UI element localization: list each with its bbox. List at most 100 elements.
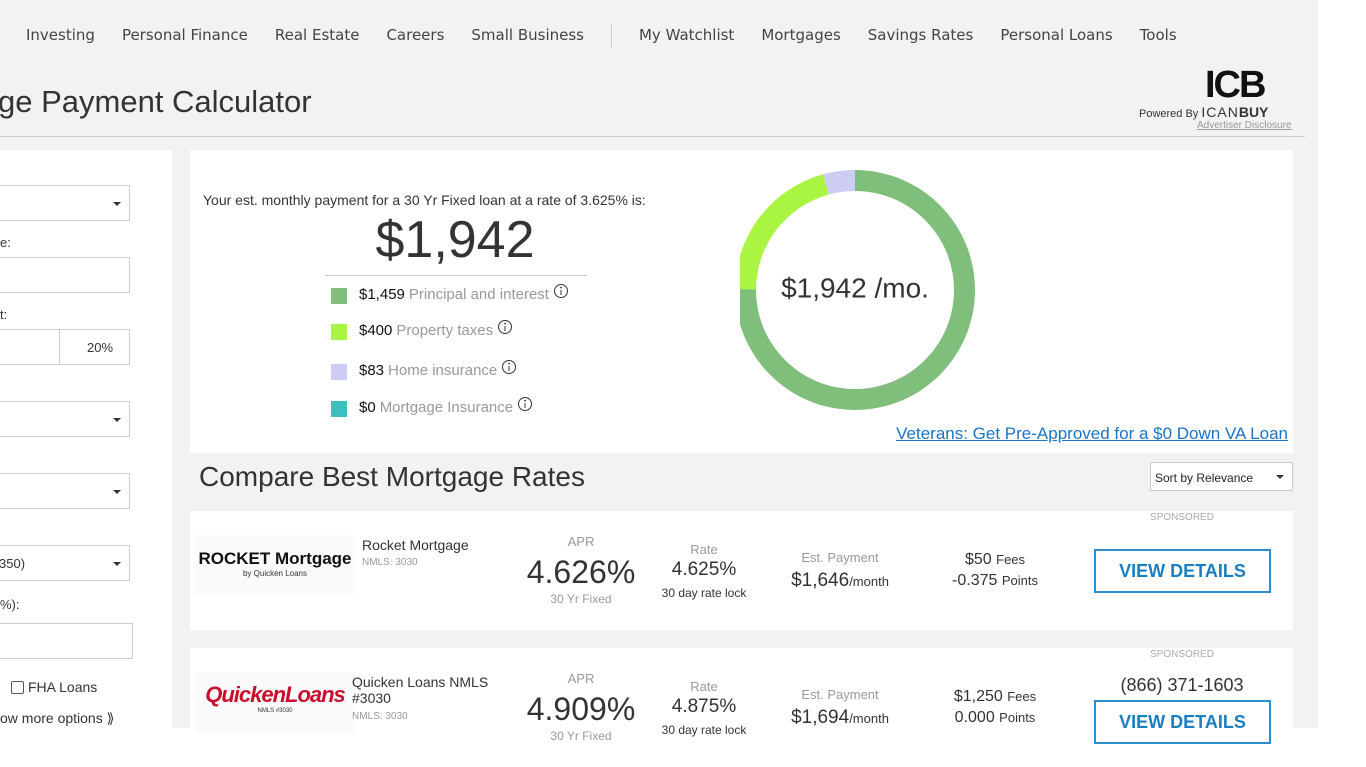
payment: $1,694/month <box>791 707 889 729</box>
nav-item[interactable]: Mortgages <box>761 26 841 44</box>
credit-value: 350) <box>0 556 26 571</box>
disclosure-link[interactable]: Advertiser Disclosure <box>1197 120 1292 131</box>
logo-sub: by Quicken Loans <box>242 569 308 578</box>
nav-item[interactable]: Real Estate <box>274 26 360 44</box>
points-unit: Points <box>999 710 1036 725</box>
logo-sub: NMLS #3030 <box>257 708 293 714</box>
apr-label: APR <box>567 671 595 686</box>
total-payment: $1,942 <box>375 211 535 269</box>
summary-intro: Your est. monthly payment for a 30 Yr Fi… <box>203 192 646 208</box>
divider <box>0 136 1305 137</box>
sponsored: SPONSORED <box>1150 512 1214 523</box>
input[interactable] <box>0 623 133 659</box>
legend-item: $1,459 Principal and interest <box>359 283 569 303</box>
nav-separator <box>610 23 612 49</box>
payment: $1,646/month <box>791 570 889 592</box>
rate-sub: 30 day rate lock <box>661 723 747 737</box>
powered-text: Powered By <box>1139 108 1199 120</box>
rate-sub: 30 day rate lock <box>661 586 747 600</box>
info-icon <box>502 359 517 374</box>
select[interactable] <box>0 401 130 437</box>
nav-item[interactable]: Careers <box>386 26 445 44</box>
info-circle <box>502 359 517 374</box>
nav-item[interactable]: Investing <box>26 26 95 44</box>
page-title: ge Payment Calculator <box>0 84 312 119</box>
payment-unit: /month <box>849 574 889 589</box>
brand: ICAN <box>1201 104 1239 120</box>
sort-select[interactable]: Sort by Relevance <box>1150 462 1293 491</box>
select[interactable]: 350) <box>0 545 130 581</box>
info-dot <box>508 362 511 364</box>
logo: ICB <box>1205 64 1266 106</box>
legend-name: Principal and interest <box>408 286 549 303</box>
fees-value: $50 <box>964 551 992 568</box>
more-options[interactable]: ow more options ⟫ <box>0 710 115 726</box>
nav-item[interactable]: Personal Finance <box>121 26 248 44</box>
legend-swatch <box>331 364 347 380</box>
input[interactable]: 20% <box>0 329 130 365</box>
donut-segment <box>823 170 855 195</box>
info-dot <box>560 286 562 288</box>
sort-label: Sort by Relevance <box>1155 471 1254 485</box>
nav-item[interactable]: Personal Loans <box>1000 26 1113 44</box>
payment-label: Est. Payment <box>801 550 879 565</box>
lender-nmls: NMLS: 3030 <box>352 711 408 722</box>
compare-title: Compare Best Mortgage Rates <box>199 461 585 492</box>
rate-value: 4.875% <box>671 696 737 717</box>
info-icon <box>498 319 513 334</box>
legend-swatch <box>331 324 347 340</box>
legend-item: $400 Property taxes <box>359 319 513 339</box>
info-circle <box>553 283 568 298</box>
nav-item[interactable]: Tools <box>1139 26 1177 44</box>
fees: $1,250 Fees <box>954 688 1036 706</box>
view-details-button[interactable]: VIEW DETAILS <box>1094 549 1271 593</box>
lender-name: Rocket Mortgage <box>362 537 469 553</box>
legend-name: Property taxes <box>396 322 494 339</box>
rate-value: 4.625% <box>671 559 737 580</box>
info-circle <box>498 319 513 334</box>
nav-item[interactable]: My Watchlist <box>638 26 735 44</box>
legend-amount: $400 <box>359 322 393 339</box>
fees-unit: Fees <box>996 552 1026 567</box>
nav-bar: Investing Personal Finance Real Estate Care… <box>26 23 1177 49</box>
checkbox[interactable] <box>11 681 24 694</box>
apr-sub: 30 Yr Fixed <box>550 592 612 606</box>
view-details-button[interactable]: VIEW DETAILS <box>1094 700 1271 744</box>
legend-swatch <box>331 288 347 304</box>
points: 0.000 Points <box>955 709 1036 727</box>
rate-label: Rate <box>690 679 718 694</box>
fees-unit: Fees <box>1007 689 1037 704</box>
page: Investing Personal Finance Real Estate Care… <box>0 0 1318 744</box>
payment-unit: /month <box>849 711 889 726</box>
form-label: %): <box>0 597 20 612</box>
va-link[interactable]: Veterans: Get Pre-Approved for a $0 Down… <box>896 424 1288 443</box>
form-label: t: <box>0 307 8 322</box>
legend-item: $83 Home insurance <box>359 359 517 379</box>
nav-item[interactable]: Small Business <box>471 26 584 44</box>
rate-card: QuickenLoans NMLS #3030 Quicken Loans NMLS… <box>190 648 1293 767</box>
payment-value: $1,694 <box>791 707 850 728</box>
apr-label: APR <box>567 534 595 549</box>
rate-card: ROCKET Mortgage by Quicken Loans Rocket Mo… <box>190 511 1293 630</box>
brand-bold: BUY <box>1238 104 1269 120</box>
lender-logo: ROCKET Mortgage by Quicken Loans <box>195 535 355 595</box>
legend-amount: $1,459 <box>359 286 405 303</box>
input[interactable] <box>0 257 130 293</box>
phone: (866) 371-1603 <box>1120 675 1244 695</box>
rate-label: Rate <box>690 542 718 557</box>
apr-sub: 30 Yr Fixed <box>550 729 612 743</box>
donut-segment <box>740 174 829 290</box>
lender-name: Quicken Loans NMLS #3030 <box>352 674 489 706</box>
legend-amount: $0 <box>359 399 376 416</box>
select[interactable] <box>0 185 130 221</box>
logo-text: ROCKET Mortgage <box>198 549 352 568</box>
legend-item: $0 Mortgage Insurance <box>359 396 533 416</box>
logo-text: QuickenLoans <box>205 682 346 707</box>
sponsored: SPONSORED <box>1150 649 1214 660</box>
info-icon <box>553 283 568 298</box>
points: -0.375 Points <box>952 572 1038 590</box>
divider <box>325 275 587 276</box>
points-value: -0.375 <box>952 572 998 589</box>
select[interactable] <box>0 473 130 509</box>
nav-item[interactable]: Savings Rates <box>867 26 974 44</box>
